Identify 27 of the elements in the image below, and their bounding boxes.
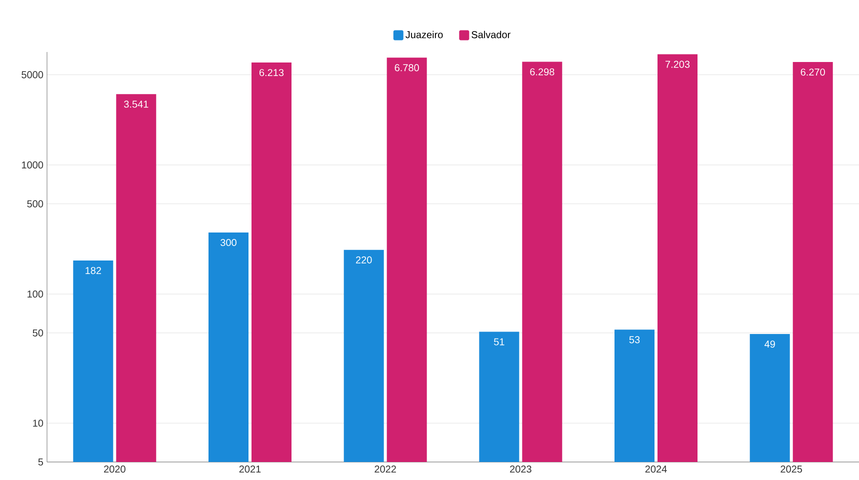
data-label: 6.213 (260, 69, 284, 76)
data-label: 6.298 (530, 68, 554, 76)
data-label: 51 (494, 338, 504, 346)
y-tick-label: 5 (38, 458, 44, 466)
data-label: 7.203 (666, 60, 690, 68)
data-label: 3.541 (124, 100, 148, 108)
data-label: 49 (764, 340, 775, 348)
data-label: 182 (86, 267, 102, 274)
x-tick-label: 2024 (645, 466, 667, 473)
x-tick-label: 2021 (239, 466, 261, 473)
legend-label: Salvador (472, 30, 510, 38)
data-label: 6.270 (800, 68, 825, 76)
y-tick-label: 100 (28, 290, 44, 298)
x-tick-label: 2023 (510, 466, 532, 473)
x-tick-label: 2025 (780, 466, 802, 473)
y-tick-label: 500 (27, 200, 44, 208)
y-tick-label: 5000 (22, 71, 44, 78)
data-label: 300 (220, 238, 236, 246)
legend-label: Juazeiro (406, 30, 443, 38)
data-label: 53 (629, 336, 640, 344)
data-label: 6.780 (394, 64, 419, 72)
y-tick-label: 10 (33, 420, 44, 427)
x-tick-label: 2022 (374, 466, 396, 473)
x-tick-label: 2020 (104, 466, 126, 473)
data-label: 220 (356, 256, 372, 264)
y-tick-label: 1000 (22, 161, 44, 168)
y-tick-label: 50 (32, 329, 44, 336)
